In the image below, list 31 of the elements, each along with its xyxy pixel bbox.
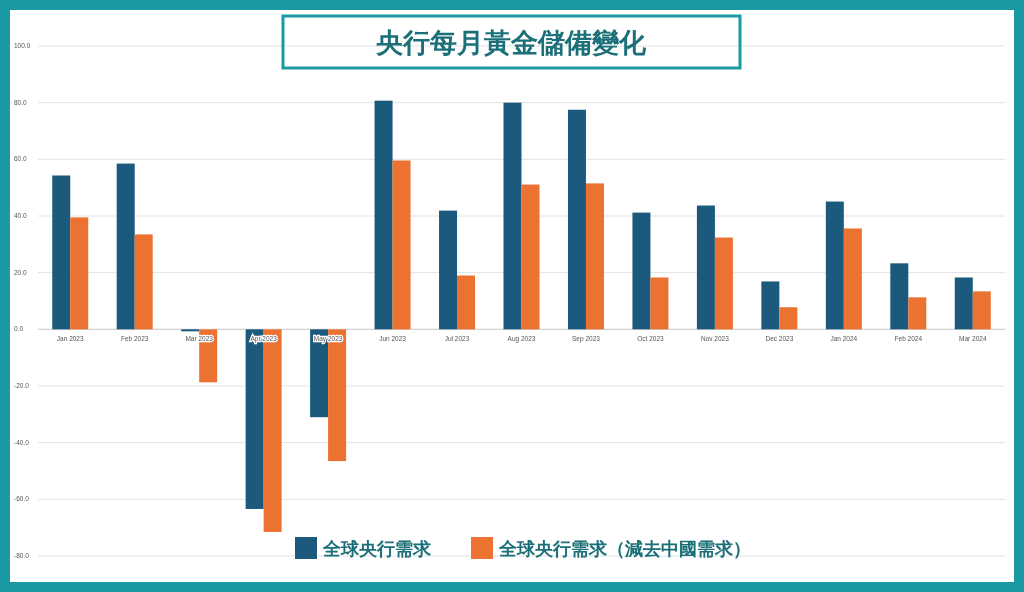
legend-label: 全球央行需求 <box>322 539 432 559</box>
bar <box>134 234 153 330</box>
bar <box>116 163 135 330</box>
bar <box>843 228 862 330</box>
bar <box>392 160 411 330</box>
bar <box>954 277 973 330</box>
bar <box>972 291 991 330</box>
legend-label: 全球央行需求（減去中國需求） <box>498 539 751 559</box>
chart-title: 央行每月黃金儲備變化 <box>375 28 647 58</box>
bar <box>70 217 89 330</box>
bar <box>328 329 347 462</box>
bar <box>696 205 715 330</box>
bar <box>779 307 798 330</box>
bar <box>908 297 927 330</box>
bar <box>52 175 71 330</box>
bar <box>567 109 586 330</box>
bar <box>714 237 733 330</box>
bar <box>521 184 540 330</box>
bar <box>310 329 329 418</box>
bar <box>825 201 844 330</box>
bar <box>457 275 476 330</box>
bar <box>263 329 282 532</box>
bar <box>890 263 909 330</box>
bar <box>245 329 264 509</box>
bar <box>503 102 522 330</box>
bar <box>650 277 669 330</box>
bar <box>374 100 393 330</box>
bar <box>585 183 604 330</box>
bar <box>439 210 458 330</box>
bar <box>761 281 780 330</box>
bar <box>632 212 651 330</box>
